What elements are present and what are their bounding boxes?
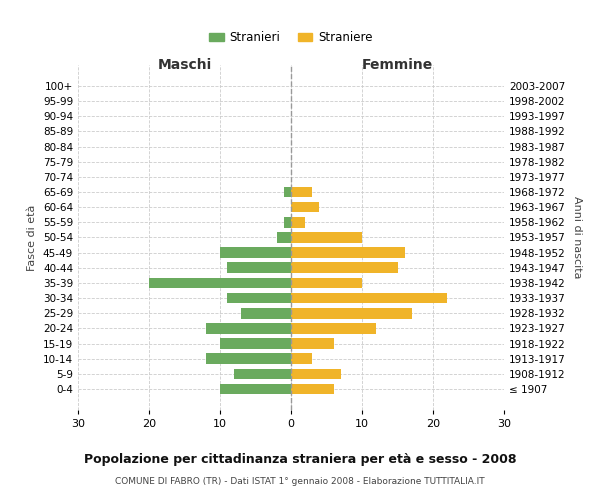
Y-axis label: Anni di nascita: Anni di nascita — [572, 196, 582, 279]
Bar — [149, 278, 291, 288]
Bar — [277, 232, 291, 243]
Bar — [291, 232, 362, 243]
Legend: Stranieri, Straniere: Stranieri, Straniere — [205, 26, 377, 48]
Bar — [291, 248, 404, 258]
Bar — [291, 368, 341, 379]
Bar — [291, 293, 447, 304]
Bar — [206, 354, 291, 364]
Bar — [291, 262, 398, 273]
Bar — [291, 354, 313, 364]
Bar — [291, 308, 412, 318]
Bar — [291, 323, 376, 334]
Bar — [291, 384, 334, 394]
Bar — [220, 338, 291, 349]
Bar — [227, 293, 291, 304]
Text: COMUNE DI FABRO (TR) - Dati ISTAT 1° gennaio 2008 - Elaborazione TUTTITALIA.IT: COMUNE DI FABRO (TR) - Dati ISTAT 1° gen… — [115, 478, 485, 486]
Text: Femmine: Femmine — [362, 58, 433, 72]
Bar — [241, 308, 291, 318]
Bar — [284, 217, 291, 228]
Bar — [291, 202, 319, 212]
Bar — [234, 368, 291, 379]
Text: Popolazione per cittadinanza straniera per età e sesso - 2008: Popolazione per cittadinanza straniera p… — [84, 452, 516, 466]
Bar — [291, 217, 305, 228]
Bar — [291, 186, 313, 198]
Bar — [206, 323, 291, 334]
Bar — [291, 278, 362, 288]
Bar — [220, 248, 291, 258]
Bar — [291, 338, 334, 349]
Bar — [220, 384, 291, 394]
Bar — [227, 262, 291, 273]
Y-axis label: Fasce di età: Fasce di età — [28, 204, 37, 270]
Bar — [284, 186, 291, 198]
Text: Maschi: Maschi — [157, 58, 212, 72]
